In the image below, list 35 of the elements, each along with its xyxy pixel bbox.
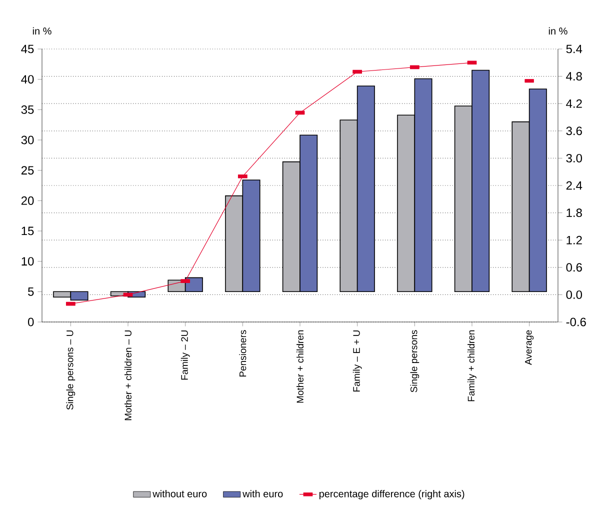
y-tick-label: 40 — [21, 75, 34, 84]
legend-label: with euro — [242, 490, 283, 498]
x-tick-label: Average — [525, 330, 534, 365]
y2-tick-label: 3.6 — [566, 126, 582, 136]
x-tick-label: Family – E + U — [352, 330, 362, 392]
legend-label: without euro — [152, 490, 207, 498]
y2-tick-label: 3.0 — [566, 154, 582, 162]
x-tick-label: Single persons — [410, 330, 420, 392]
x-tick-label: Pensioners — [239, 330, 246, 377]
y2-tick-label: 1.8 — [566, 208, 582, 218]
y-tick-label: 30 — [21, 136, 34, 144]
y-tick-label: 0 — [28, 318, 34, 326]
y2-tick-label: 2.4 — [566, 181, 582, 190]
y-axis-title: in % — [32, 27, 52, 35]
y-tick-label: 25 — [21, 166, 34, 175]
x-tick-label: Mother + children — [296, 330, 304, 403]
y2-tick-label: 5.4 — [566, 44, 582, 54]
y2-tick-label: 0.6 — [566, 263, 582, 272]
y2-tick-label: 1.2 — [566, 236, 582, 244]
x-tick-label: Single persons – U — [66, 330, 76, 410]
x-tick-label: Mother + children – U — [124, 330, 132, 420]
y2-tick-label: 4.8 — [566, 72, 582, 81]
y2-tick-label: 0.0 — [566, 290, 582, 299]
legend-label: percentage difference (right axis) — [319, 490, 464, 500]
y-tick-label: 35 — [21, 105, 34, 114]
y-tick-label: 5 — [28, 287, 34, 296]
x-tick-label: Family + children — [468, 330, 476, 402]
y-tick-label: 15 — [22, 226, 34, 236]
y2-tick-label: -0.6 — [566, 318, 586, 326]
y-tick-label: 20 — [21, 196, 34, 205]
y2-axis-title: in % — [548, 27, 568, 35]
x-tick-label: Family – 2U — [180, 330, 190, 380]
y-tick-label: 45 — [21, 44, 34, 54]
y-tick-label: 10 — [22, 257, 34, 266]
y2-tick-label: 4.2 — [566, 99, 582, 108]
